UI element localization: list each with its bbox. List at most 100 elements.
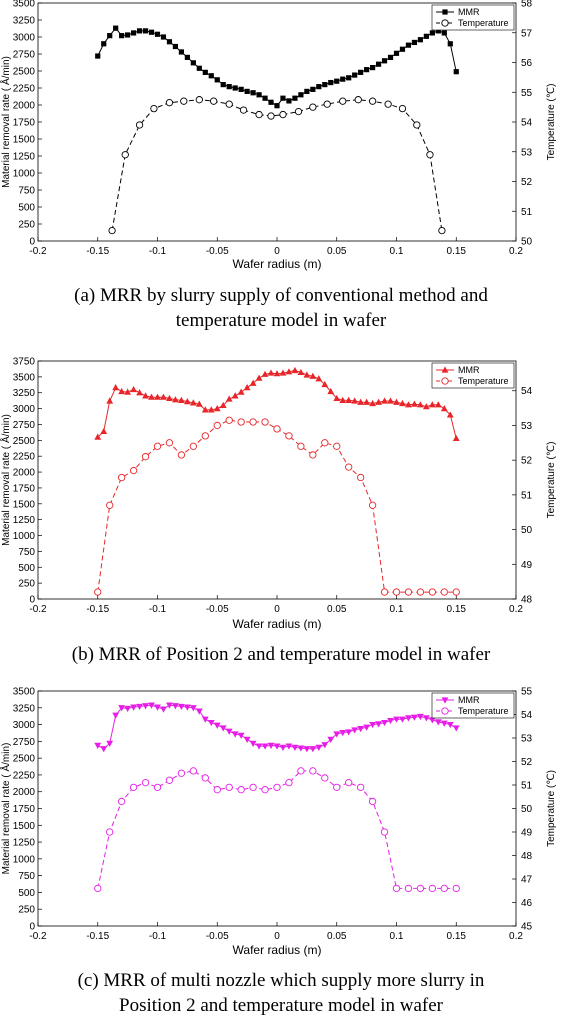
x-tick-label: -0.05 bbox=[206, 246, 229, 257]
series-temperature bbox=[94, 767, 460, 893]
data-point bbox=[238, 86, 244, 92]
y-right-tick-label: 57 bbox=[521, 28, 533, 39]
data-point bbox=[356, 783, 365, 792]
y-right-tick-label: 51 bbox=[521, 490, 533, 501]
data-point bbox=[184, 54, 190, 60]
data-point bbox=[328, 79, 334, 86]
data-point bbox=[375, 398, 382, 405]
y-right-tick-label: 52 bbox=[521, 757, 533, 768]
data-point bbox=[112, 384, 120, 391]
data-point bbox=[309, 372, 317, 379]
data-point bbox=[279, 369, 287, 376]
data-point bbox=[294, 107, 303, 116]
data-point bbox=[380, 588, 389, 596]
data-point bbox=[131, 30, 137, 36]
data-point bbox=[423, 33, 429, 39]
x-tick-label: -0.2 bbox=[29, 931, 47, 942]
data-point bbox=[417, 401, 424, 408]
data-point bbox=[285, 779, 293, 787]
data-point bbox=[189, 442, 198, 450]
x-tick-label: 0.15 bbox=[447, 246, 467, 257]
x-axis-title: Wafer radius (m) bbox=[233, 943, 322, 957]
data-point bbox=[165, 439, 174, 447]
y-right-tick-label: 54 bbox=[521, 386, 533, 397]
data-point bbox=[256, 92, 262, 98]
y-right-tick-label: 55 bbox=[521, 88, 533, 99]
data-point bbox=[142, 392, 149, 399]
y-left-tick-label: 750 bbox=[18, 186, 35, 197]
data-point bbox=[370, 65, 376, 71]
data-point bbox=[381, 719, 388, 727]
data-point bbox=[255, 374, 263, 381]
y-left-tick-label: 1750 bbox=[13, 483, 36, 494]
data-point bbox=[244, 88, 250, 94]
data-point bbox=[327, 736, 335, 743]
data-point bbox=[429, 30, 435, 36]
data-point bbox=[384, 100, 392, 108]
data-point bbox=[357, 726, 365, 733]
data-point bbox=[273, 783, 281, 792]
data-point bbox=[416, 588, 425, 596]
y-left-tick-label: 500 bbox=[18, 888, 35, 899]
data-point bbox=[304, 88, 310, 94]
data-point bbox=[273, 425, 281, 433]
data-point bbox=[237, 418, 245, 426]
data-point bbox=[381, 58, 388, 64]
data-point bbox=[321, 742, 329, 749]
x-tick-label: -0.05 bbox=[206, 604, 229, 615]
data-point bbox=[333, 442, 341, 450]
data-point bbox=[142, 28, 149, 34]
data-point bbox=[422, 715, 430, 722]
data-point bbox=[166, 394, 173, 402]
data-point bbox=[154, 393, 161, 400]
data-point bbox=[195, 708, 203, 715]
data-point bbox=[381, 397, 388, 404]
x-tick-label: 0.1 bbox=[390, 604, 404, 615]
data-point bbox=[273, 370, 281, 377]
data-point bbox=[136, 389, 143, 396]
data-point bbox=[392, 884, 401, 893]
data-point bbox=[428, 717, 436, 724]
caption-b: (b) MRR of Position 2 and temperature mo… bbox=[0, 642, 562, 667]
caption-c-line1: (c) MRR of multi nozzle which supply mor… bbox=[77, 970, 485, 991]
data-point bbox=[232, 85, 238, 91]
data-point bbox=[274, 103, 280, 109]
legend-label: MMR bbox=[458, 365, 480, 375]
y-left-tick-label: 2000 bbox=[13, 101, 36, 112]
data-point bbox=[440, 405, 448, 412]
legend-label: Temperature bbox=[458, 376, 509, 386]
data-point bbox=[107, 33, 113, 39]
data-point bbox=[94, 884, 102, 893]
data-point bbox=[249, 379, 257, 386]
data-point bbox=[101, 41, 107, 47]
data-point bbox=[100, 746, 108, 753]
legend-label: MMR bbox=[458, 695, 480, 705]
data-point bbox=[195, 96, 203, 104]
series-mmr bbox=[95, 25, 459, 109]
data-point bbox=[369, 721, 376, 729]
y-left-tick-label: 3000 bbox=[13, 404, 36, 415]
legend-marker bbox=[441, 377, 449, 385]
data-point bbox=[154, 31, 161, 37]
legend-marker bbox=[441, 707, 449, 715]
x-tick-label: 0.2 bbox=[509, 604, 523, 615]
y-left-tick-label: 2250 bbox=[13, 452, 36, 463]
y-left-tick-label: 1000 bbox=[13, 169, 36, 180]
data-point bbox=[239, 106, 248, 114]
data-point bbox=[208, 73, 214, 79]
legend-marker bbox=[441, 19, 449, 27]
legend-label: Temperature bbox=[458, 18, 509, 28]
data-point bbox=[207, 719, 215, 727]
data-point bbox=[220, 82, 226, 88]
x-tick-label: 0.2 bbox=[509, 246, 523, 257]
data-point bbox=[95, 53, 101, 59]
data-point bbox=[202, 69, 208, 75]
data-point bbox=[148, 29, 155, 35]
y-left-tick-label: 1250 bbox=[13, 838, 36, 849]
y-left-tick-label: 500 bbox=[18, 203, 35, 214]
data-point bbox=[249, 740, 257, 747]
data-point bbox=[380, 828, 389, 836]
data-point bbox=[321, 439, 329, 447]
y-left-tick-label: 3500 bbox=[13, 687, 36, 698]
y-right-tick-label: 50 bbox=[521, 525, 533, 536]
